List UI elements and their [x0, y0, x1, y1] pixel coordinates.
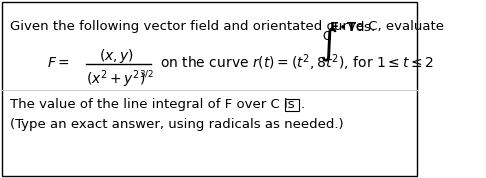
FancyBboxPatch shape: [285, 99, 298, 111]
Text: $(x,y)$: $(x,y)$: [99, 47, 134, 65]
Text: .: .: [300, 98, 304, 111]
Text: (Type an exact answer, using radicals as needed.): (Type an exact answer, using radicals as…: [10, 118, 344, 131]
FancyBboxPatch shape: [2, 2, 417, 176]
Text: C: C: [323, 30, 331, 43]
Text: $\int$: $\int$: [319, 26, 338, 64]
Text: Given the following vector field and orientated curve C, evaluate: Given the following vector field and ori…: [10, 20, 444, 33]
Text: on the curve $r(t) = (t^2, 8t^2)$, for $1 \leq t \leq 2$: on the curve $r(t) = (t^2, 8t^2)$, for $…: [159, 53, 434, 73]
Text: $(x^2+y^2)$: $(x^2+y^2)$: [87, 68, 146, 90]
Text: The value of the line integral of F over C is: The value of the line integral of F over…: [10, 98, 295, 111]
Text: $F =$: $F =$: [48, 56, 70, 70]
Text: $\mathbf{F}{\bullet}\mathbf{T}$ds.: $\mathbf{F}{\bullet}\mathbf{T}$ds.: [329, 20, 375, 34]
Text: $^{3/2}$: $^{3/2}$: [139, 71, 154, 84]
